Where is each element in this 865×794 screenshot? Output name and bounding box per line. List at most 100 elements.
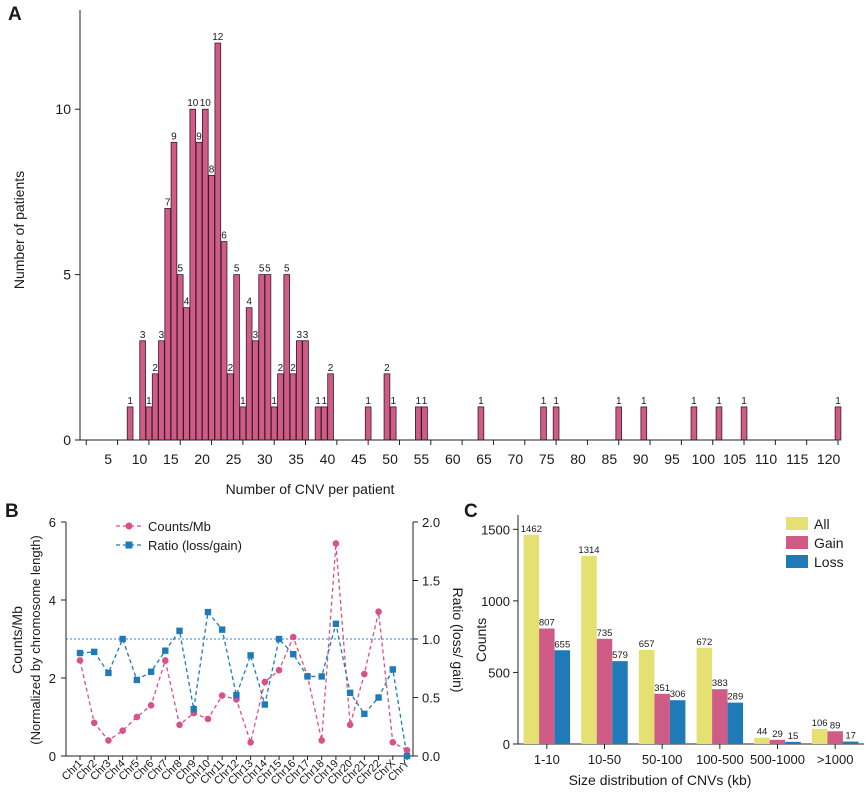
panel-a-bar-label: 1 bbox=[365, 396, 371, 407]
panel-a-bar-label: 10 bbox=[187, 98, 199, 109]
legend-gain-label: Gain bbox=[814, 535, 844, 551]
panel-a-bar bbox=[176, 274, 184, 441]
panel-a-bar bbox=[283, 274, 291, 441]
panel-c-bar-gain bbox=[654, 693, 670, 744]
panel-a-bar bbox=[145, 406, 153, 441]
panel-a-bar-label: 1 bbox=[741, 396, 747, 407]
panel-c-bar-label-all: 106 bbox=[812, 718, 828, 729]
panel-c-x-tick-label: 100-500 bbox=[696, 752, 744, 767]
panel-c-x-tick-label: 1-10 bbox=[534, 752, 560, 767]
counts-point bbox=[261, 678, 269, 686]
panel-c-bar-loss bbox=[842, 741, 859, 744]
ratio-point bbox=[76, 649, 84, 657]
panel-a-bar bbox=[295, 340, 303, 441]
panel-a-bar-label: 5 bbox=[265, 264, 271, 275]
ratio-point bbox=[290, 651, 297, 658]
ratio-point bbox=[389, 666, 396, 673]
ratio-point bbox=[204, 608, 212, 616]
panel-a-bar-label: 1 bbox=[541, 396, 547, 407]
panel-a-bar-label: 10 bbox=[200, 98, 212, 109]
panel-a-bar-label: 1 bbox=[390, 396, 396, 407]
panel-a-bar bbox=[170, 141, 178, 441]
counts-point bbox=[90, 719, 98, 727]
counts-point bbox=[76, 657, 84, 664]
panel-a-x-tick-label: 5 bbox=[104, 451, 112, 467]
panel-a-bar-label: 1 bbox=[553, 396, 559, 407]
panel-a-bar-label: 2 bbox=[278, 363, 284, 374]
ratio-point bbox=[247, 652, 254, 659]
panel-a-bar-label: 5 bbox=[259, 264, 265, 275]
panel-c-bar-gain bbox=[712, 689, 728, 744]
panel-a-bar-label: 1 bbox=[322, 396, 328, 407]
counts-point bbox=[375, 608, 382, 615]
panel-a-x-tick-label: 35 bbox=[288, 451, 304, 467]
counts-point bbox=[318, 737, 325, 744]
panel-c-letter: C bbox=[464, 501, 478, 522]
panel-c-bar-label-all: 657 bbox=[639, 639, 655, 650]
ratio-point bbox=[162, 647, 169, 654]
panel-a-bar-label: 6 bbox=[221, 231, 227, 242]
panel-c-bar-label-loss: 17 bbox=[845, 731, 856, 742]
panel-b: B 02460.00.51.01.52.0Chr1Chr2Chr3Chr4Chr… bbox=[5, 501, 466, 787]
counts-point bbox=[346, 721, 354, 729]
panel-b-right-tick-label: 0.5 bbox=[422, 691, 440, 706]
ratio-series-line bbox=[79, 610, 408, 757]
panel-a-x-tick-label: 110 bbox=[755, 451, 778, 467]
panel-a-x-tick-label: 20 bbox=[194, 451, 210, 467]
panel-a-bar-label: 1 bbox=[240, 396, 246, 407]
panel-a-bar bbox=[126, 406, 134, 441]
panel-c-bar-label-all: 44 bbox=[757, 727, 768, 738]
ratio-point bbox=[261, 701, 269, 708]
panel-a-y-tick-label: 5 bbox=[63, 267, 71, 283]
ratio-point bbox=[361, 710, 368, 718]
panel-a-bar-label: 9 bbox=[171, 131, 177, 142]
panel-c-bar-label-all: 1462 bbox=[521, 524, 542, 535]
panel-a-bar bbox=[690, 406, 698, 441]
panel-c-bar-label-loss: 655 bbox=[554, 639, 570, 650]
panel-a-bar-label: 2 bbox=[290, 363, 296, 374]
panel-a-bar bbox=[139, 340, 146, 441]
panel-a-x-tick-label: 10 bbox=[132, 451, 148, 467]
ratio-point bbox=[147, 668, 155, 675]
panel-c-bar-label-all: 1314 bbox=[578, 545, 599, 556]
panel-a-bar-label: 1 bbox=[315, 396, 321, 407]
panel-a-bar bbox=[277, 373, 284, 441]
counts-point bbox=[147, 702, 155, 709]
panel-a-x-tick-label: 100 bbox=[692, 451, 716, 467]
panel-a-bar-label: 1 bbox=[271, 396, 277, 407]
panel-a-bar bbox=[364, 406, 372, 441]
panel-b-ylabel-sub: (Normalized by chromosome length) bbox=[28, 535, 43, 745]
legend-counts-label: Counts/Mb bbox=[148, 519, 211, 534]
panel-a-x-tick-label: 15 bbox=[163, 451, 179, 467]
panel-a-bar bbox=[239, 406, 247, 441]
counts-point bbox=[105, 737, 112, 744]
ratio-point bbox=[233, 691, 240, 699]
ratio-point bbox=[375, 694, 382, 701]
counts-point bbox=[275, 666, 283, 674]
ratio-point bbox=[190, 706, 197, 713]
panel-a-bar-label: 5 bbox=[177, 264, 183, 275]
panel-a-x-tick-label: 55 bbox=[414, 451, 430, 467]
panel-a-xlabel: Number of CNV per patient bbox=[226, 481, 395, 497]
panel-a-x-tick-label: 95 bbox=[664, 451, 680, 467]
panel-a-bar bbox=[183, 307, 190, 441]
panel-a-bar bbox=[227, 373, 234, 441]
panel-b-right-tick-label: 2.0 bbox=[422, 515, 440, 530]
counts-point bbox=[403, 746, 411, 754]
counts-point bbox=[247, 739, 254, 746]
panel-a-x-tick-label: 115 bbox=[786, 451, 809, 467]
panel-a-bar bbox=[252, 340, 259, 441]
panel-a-x-tick-label: 25 bbox=[226, 451, 242, 467]
panel-a-bar bbox=[270, 406, 278, 441]
panel-b-letter: B bbox=[5, 501, 19, 522]
ratio-point bbox=[275, 635, 283, 643]
legend-ratio-marker bbox=[125, 541, 133, 549]
panel-c-xlabel: Size distribution of CNVs (kb) bbox=[569, 772, 752, 788]
panel-c-x-tick-label: >1000 bbox=[817, 752, 854, 767]
counts-point bbox=[162, 657, 169, 664]
counts-point bbox=[119, 727, 126, 734]
panel-a-bar bbox=[164, 208, 171, 441]
panel-a-bar-label: 3 bbox=[140, 330, 146, 341]
